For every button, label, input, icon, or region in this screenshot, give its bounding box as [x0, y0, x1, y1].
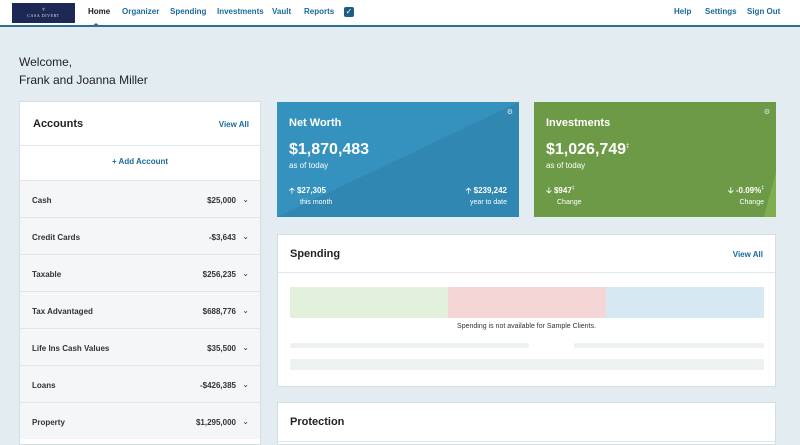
spending-bar-segment — [290, 287, 448, 318]
placeholder-bar — [290, 359, 764, 370]
arrow-up-icon: 🡡 — [289, 186, 295, 195]
investments-subtitle: as of today — [546, 161, 586, 170]
net-worth-title: Net Worth — [289, 117, 342, 129]
account-row-taxable[interactable]: Taxable $256,235 ⌄ — [20, 254, 260, 291]
account-name: Taxable — [32, 270, 62, 279]
divider — [278, 441, 775, 442]
footnote-mark: ‡ — [571, 185, 575, 192]
top-nav: ⚜ CASA DIVERT Home Organizer Spending In… — [0, 0, 800, 27]
account-name: Cash — [32, 196, 52, 205]
investments-value: $1,026,749‡ — [546, 141, 629, 159]
spending-title: Spending — [290, 248, 341, 260]
nav-help[interactable]: Help — [674, 7, 692, 16]
nav-home[interactable]: Home — [88, 7, 111, 16]
account-value: $25,000 — [207, 196, 236, 205]
stat-label: year to date — [470, 199, 507, 206]
nav-sign-out[interactable]: Sign Out — [747, 7, 781, 16]
arrow-up-icon: 🡡 — [465, 186, 472, 195]
welcome-client-name: Frank and Joanna Miller — [19, 73, 148, 87]
chevron-down-icon[interactable]: ⌄ — [242, 306, 249, 315]
nav-settings[interactable]: Settings — [705, 7, 737, 16]
stat-label: Change — [739, 199, 764, 206]
account-row-cash[interactable]: Cash $25,000 ⌄ — [20, 180, 260, 217]
investments-value-text: $1,026,749 — [546, 141, 627, 158]
stat-value: -0.09% — [735, 186, 762, 195]
chevron-down-icon[interactable]: ⌄ — [242, 195, 249, 204]
investments-card[interactable]: ⚙ Investments $1,026,749‡ as of today 🡣 … — [534, 102, 776, 217]
account-value: $35,500 — [207, 344, 236, 353]
account-value: -$3,643 — [208, 233, 236, 242]
account-name: Credit Cards — [32, 233, 81, 242]
spending-bar-segment — [448, 287, 606, 318]
account-name: Tax Advantaged — [32, 307, 93, 316]
accounts-view-all-link[interactable]: View All — [218, 120, 249, 129]
stat-label: Change — [557, 199, 582, 206]
chevron-down-icon[interactable]: ⌄ — [242, 232, 249, 241]
investments-change-amount: 🡣 $947‡ Change — [546, 185, 582, 206]
active-tab-indicator — [91, 23, 101, 27]
gear-icon[interactable]: ⚙ — [506, 109, 513, 116]
nav-spending[interactable]: Spending — [170, 7, 207, 16]
divider — [278, 272, 775, 273]
investments-change-percent: 🡣 -0.09%‡ Change — [728, 185, 764, 206]
placeholder-bar — [574, 343, 764, 348]
add-account-button[interactable]: + Add Account — [111, 157, 169, 166]
account-row-credit-cards[interactable]: Credit Cards -$3,643 ⌄ — [20, 217, 260, 254]
chevron-down-icon[interactable]: ⌄ — [242, 380, 249, 389]
account-value: $688,776 — [202, 307, 236, 316]
net-worth-value: $1,870,483 — [289, 141, 370, 158]
protection-title: Protection — [290, 416, 345, 428]
welcome-greeting: Welcome, — [19, 55, 73, 69]
account-row-loans[interactable]: Loans -$426,385 ⌄ — [20, 365, 260, 402]
investments-title: Investments — [546, 117, 611, 129]
accounts-title: Accounts — [33, 118, 84, 130]
card-background-shape — [277, 102, 519, 217]
checklist-icon[interactable]: ✓ — [344, 7, 354, 17]
footnote-mark: ‡ — [626, 143, 630, 150]
account-value: $256,235 — [202, 270, 236, 279]
net-worth-ytd-stat: 🡡 $239,242 year to date — [466, 185, 507, 206]
footnote-mark: ‡ — [761, 185, 764, 192]
account-row-property[interactable]: Property $1,295,000 ⌄ — [20, 402, 260, 439]
chevron-down-icon[interactable]: ⌄ — [242, 343, 249, 352]
divider — [20, 145, 260, 146]
net-worth-subtitle: as of today — [289, 161, 329, 170]
logo[interactable]: ⚜ CASA DIVERT — [12, 3, 75, 23]
account-row-tax-advantaged[interactable]: Tax Advantaged $688,776 ⌄ — [20, 291, 260, 328]
spending-bar-segment — [606, 287, 764, 318]
placeholder-bar — [290, 343, 529, 348]
chevron-down-icon[interactable]: ⌄ — [242, 417, 249, 426]
card-background-shape — [764, 172, 776, 217]
spending-unavailable-note: Spending is not available for Sample Cli… — [457, 323, 596, 330]
accounts-panel: Accounts View All + Add Account Cash $25… — [19, 101, 261, 445]
stat-value: $27,305 — [296, 186, 326, 195]
account-value: $1,295,000 — [195, 418, 236, 427]
account-name: Property — [32, 418, 65, 427]
net-worth-month-stat: 🡡 $27,305 this month — [289, 185, 332, 206]
spending-view-all-link[interactable]: View All — [732, 250, 763, 259]
gear-icon[interactable]: ⚙ — [763, 109, 770, 116]
stat-value: $947 — [553, 186, 572, 195]
account-row-life-ins[interactable]: Life Ins Cash Values $35,500 ⌄ — [20, 328, 260, 365]
logo-text: CASA DIVERT — [27, 13, 60, 18]
account-name: Loans — [32, 381, 56, 390]
stat-label: this month — [300, 199, 333, 206]
arrow-down-icon: 🡣 — [546, 186, 552, 195]
spending-panel: Spending View All Spending is not availa… — [277, 234, 776, 387]
protection-panel: Protection — [277, 402, 776, 445]
nav-investments[interactable]: Investments — [217, 7, 264, 16]
logo-mark-icon: ⚜ — [41, 7, 46, 13]
net-worth-card[interactable]: ⚙ Net Worth $1,870,483 as of today 🡡 $27… — [277, 102, 519, 217]
arrow-down-icon: 🡣 — [727, 186, 734, 195]
nav-organizer[interactable]: Organizer — [122, 7, 160, 16]
nav-reports[interactable]: Reports — [304, 7, 335, 16]
account-name: Life Ins Cash Values — [32, 344, 110, 353]
chevron-down-icon[interactable]: ⌄ — [242, 269, 249, 278]
accounts-list: Cash $25,000 ⌄ Credit Cards -$3,643 ⌄ Ta… — [20, 180, 260, 439]
stat-value: $239,242 — [473, 186, 507, 195]
account-value: -$426,385 — [199, 381, 236, 390]
nav-vault[interactable]: Vault — [272, 7, 292, 16]
